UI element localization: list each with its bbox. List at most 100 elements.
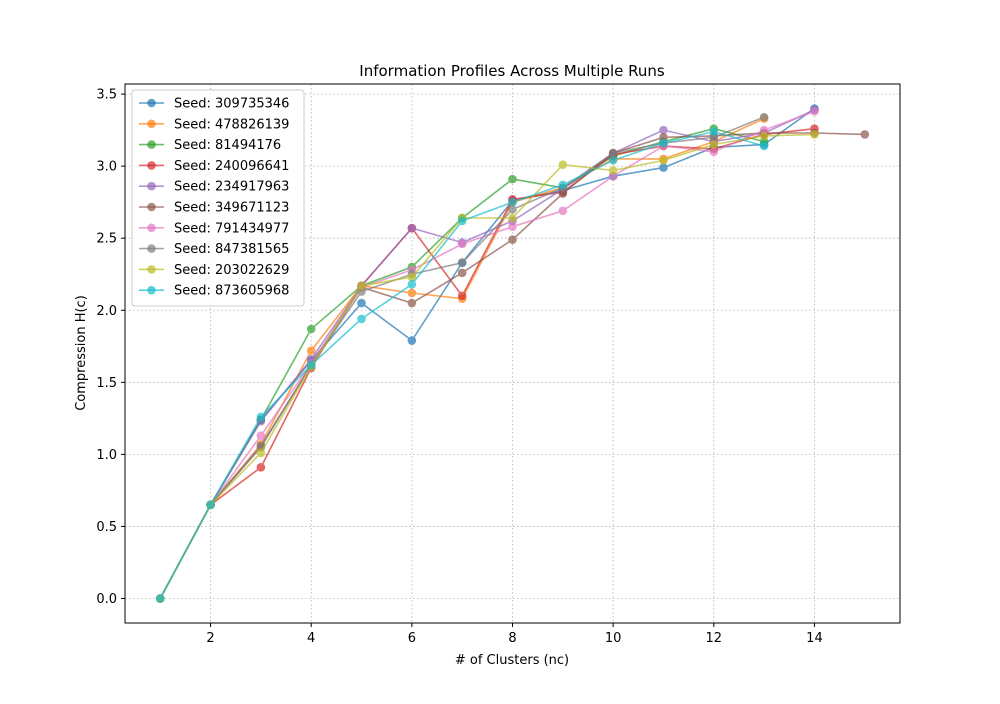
data-point [206,500,215,510]
legend-item: Seed: 873605968 [139,284,289,299]
x-axis: 2 4 6 8 10 12 14 [206,623,823,646]
data-point [407,336,417,345]
series-line [159,133,815,599]
data-point [508,235,517,244]
legend-swatch-marker [147,119,156,129]
y-tick-label: 1.5 [96,376,117,391]
data-point [860,130,870,139]
legend-swatch-marker [147,161,156,170]
data-point [155,594,165,603]
y-tick-label: 0.5 [96,520,117,535]
legend-label: Seed: 791434977 [174,221,289,236]
data-point [508,205,517,214]
legend: Seed: 309735346 Seed: 478826139 Seed: 8149… [131,89,305,307]
legend-label: Seed: 309735346 [174,97,289,112]
data-point [357,298,366,308]
series-line [159,109,815,599]
data-point [709,147,719,157]
data-point [608,148,618,158]
legend-label: Seed: 240096641 [174,159,289,174]
series-line [159,127,815,599]
x-tick-label: 2 [206,631,214,646]
data-point [608,156,618,165]
data-point [709,140,719,149]
data-point [256,431,266,440]
legend-box [131,89,305,307]
data-point [810,107,819,116]
data-point [407,298,417,308]
data-point [457,291,467,301]
legend-item: Seed: 234917963 [139,180,289,195]
data-point [256,463,266,472]
legend-label: Seed: 234917963 [174,180,289,195]
y-tick-label: 0.0 [96,592,117,607]
legend-label: Seed: 478826139 [174,117,289,132]
data-point [558,206,568,216]
legend-item: Seed: 847381565 [139,242,289,257]
legend-swatch-marker [147,244,156,253]
data-point [457,268,467,278]
y-tick-label: 3.5 [96,88,117,103]
y-tick-label: 1.0 [96,448,117,463]
series-10 [155,127,769,603]
legend-swatch-marker [147,223,156,233]
x-tick-label: 12 [706,631,723,646]
legend-swatch-marker [147,265,156,274]
legend-swatch-marker [147,181,156,191]
legend-item: Seed: 791434977 [139,221,289,236]
legend-item: Seed: 309735346 [139,97,289,112]
data-point [357,281,366,291]
legend-swatch-marker [147,98,156,108]
data-point [256,412,266,422]
data-point [457,239,467,249]
x-axis-label: # of Clusters (nc) [455,653,569,668]
data-point [508,197,517,207]
data-point [810,130,819,139]
data-point [407,280,417,289]
legend-label: Seed: 349671123 [174,201,289,216]
chart-title: Information Profiles Across Multiple Run… [359,62,665,80]
data-point [508,222,517,231]
data-point [659,156,668,165]
data-point [306,360,316,370]
x-tick-label: 4 [307,631,315,646]
data-point [457,258,467,268]
series-group [155,104,870,603]
legend-item: Seed: 240096641 [139,159,289,174]
y-axis-label: Compression H(c) [74,295,89,411]
data-point [306,324,316,334]
legend-item: Seed: 203022629 [139,263,289,278]
data-point [407,223,417,233]
data-point [558,160,568,170]
data-point [759,141,769,151]
data-point [709,127,719,136]
legend-item: Seed: 81494176 [139,138,281,153]
data-point [508,213,517,223]
data-point [457,216,467,226]
data-point [558,180,568,190]
data-point [608,166,618,175]
data-point [759,112,769,122]
x-tick-label: 8 [508,631,516,646]
y-tick-label: 2.5 [96,232,117,247]
legend-swatch-marker [147,140,156,149]
data-point [407,288,417,298]
x-tick-label: 10 [605,631,622,646]
y-tick-label: 3.0 [96,160,117,175]
data-point [306,346,316,355]
legend-swatch-marker [147,202,156,212]
legend-label: Seed: 847381565 [174,242,289,257]
legend-swatch-marker [147,285,156,295]
y-tick-label: 2.0 [96,304,117,319]
y-axis: 0.0 0.5 1.0 1.5 2.0 2.5 3.0 3.5 [96,88,125,607]
x-tick-label: 14 [806,631,823,646]
data-point [357,314,366,324]
legend-label: Seed: 81494176 [174,138,281,153]
data-point [508,174,517,184]
data-point [659,138,668,148]
legend-label: Seed: 203022629 [174,263,289,278]
data-point [759,131,769,141]
legend-item: Seed: 349671123 [139,201,289,216]
